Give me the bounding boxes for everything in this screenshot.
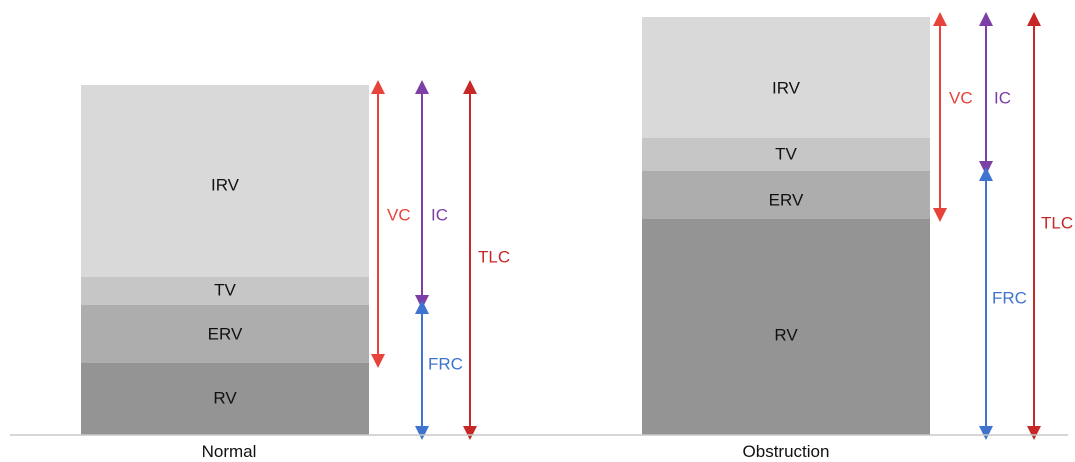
frc-label: FRC bbox=[992, 288, 1027, 307]
erv-segment bbox=[642, 171, 930, 219]
irv-segment bbox=[642, 17, 930, 138]
tlc-label: TLC bbox=[1041, 213, 1073, 232]
tlc-label: TLC bbox=[478, 247, 510, 266]
rv-segment bbox=[642, 219, 930, 435]
irv-label: IRV bbox=[772, 78, 801, 97]
erv-segment bbox=[81, 305, 369, 363]
erv-label: ERV bbox=[208, 324, 243, 343]
rv-label: RV bbox=[774, 325, 798, 344]
ic-label: IC bbox=[431, 205, 448, 224]
irv-label: IRV bbox=[211, 175, 240, 194]
panel-obstruction: IRV TV ERV RV VC IC FRC TLC Obstruction bbox=[642, 11, 1073, 461]
tv-segment bbox=[81, 277, 369, 305]
rv-label: RV bbox=[213, 388, 237, 407]
vc-label: VC bbox=[949, 88, 973, 107]
tv-label: TV bbox=[775, 144, 797, 163]
erv-label: ERV bbox=[769, 190, 804, 209]
tv-label: TV bbox=[214, 280, 236, 299]
panel-title-obstruction: Obstruction bbox=[743, 442, 830, 461]
frc-label: FRC bbox=[428, 354, 463, 373]
vc-label: VC bbox=[387, 205, 411, 224]
panel-normal: IRV TV ERV RV VC IC FRC TLC Normal bbox=[81, 80, 510, 461]
rv-segment bbox=[81, 363, 369, 435]
irv-segment bbox=[81, 85, 369, 277]
tv-segment bbox=[642, 138, 930, 171]
panel-title-normal: Normal bbox=[202, 442, 257, 461]
ic-label: IC bbox=[994, 88, 1011, 107]
